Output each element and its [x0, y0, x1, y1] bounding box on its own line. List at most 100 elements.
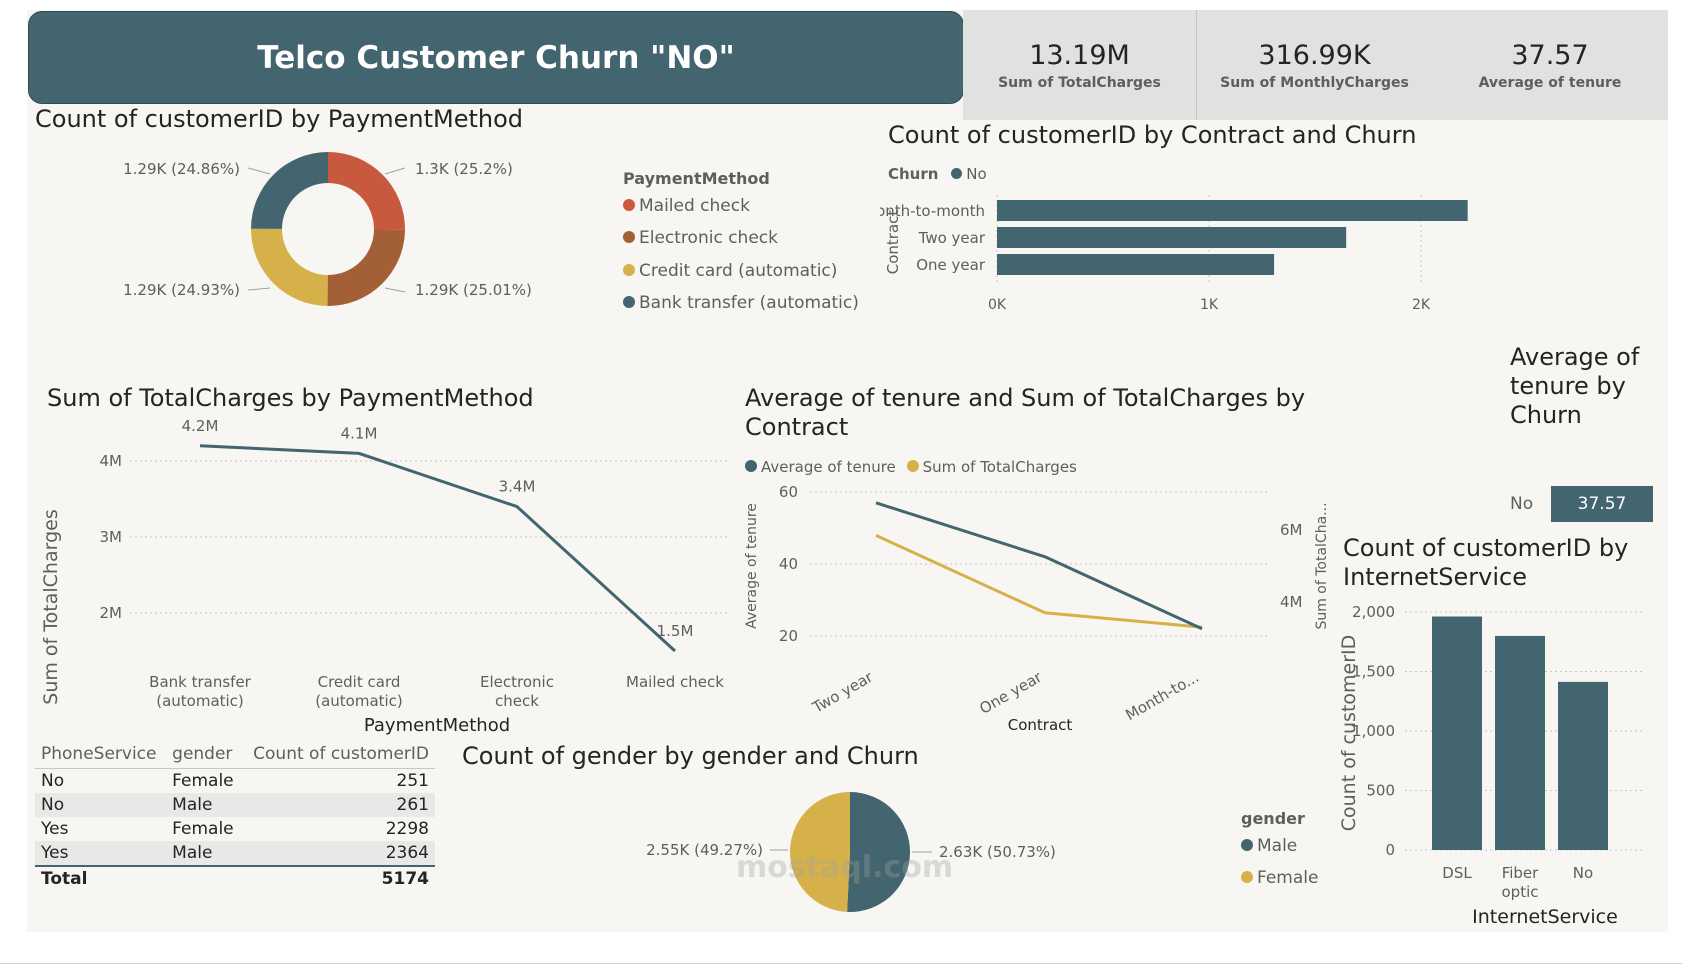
kpi-average-tenure[interactable]: 37.57 Average of tenure	[1432, 10, 1668, 120]
y-tick-label: 40	[779, 555, 798, 573]
phone-gender-table[interactable]: PhoneService gender Count of customerID …	[35, 740, 435, 891]
y-axis-label: Contract	[884, 210, 902, 275]
table-total-row: Total 5174	[35, 865, 435, 891]
data-label: 4.2M	[182, 417, 219, 435]
x-tick-label: Month-to...	[1122, 668, 1202, 724]
tenure-combo-chart[interactable]: 20 40 60 4M 6M Two year One year Month-to... Con…	[740, 480, 1340, 740]
data-label: 1.29K (24.93%)	[123, 281, 240, 299]
kpi-label: Average of tenure	[1478, 75, 1622, 91]
gender-pie-title: Count of gender by gender and Churn	[462, 742, 919, 770]
legend-dot	[623, 231, 635, 243]
y-tick-label: 1,000	[1352, 722, 1395, 740]
column-header[interactable]: gender	[166, 740, 242, 769]
donut-slice	[327, 229, 405, 306]
bottom-divider	[0, 963, 1682, 964]
legend-item-female[interactable]: Female	[1241, 868, 1318, 888]
x-tick-label: 0K	[988, 297, 1007, 313]
column-header[interactable]: Count of customerID	[241, 740, 435, 769]
y-tick-label: Two year	[918, 229, 986, 247]
legend-dot	[623, 264, 635, 276]
table-cell: 251	[396, 771, 429, 791]
legend-label: Male	[1257, 836, 1298, 856]
x-tick-label: Bank transfer	[149, 673, 252, 691]
kpi-value: 316.99K	[1258, 40, 1371, 71]
table-cell: Total	[35, 865, 167, 891]
table-header-row: PhoneService gender Count of customerID	[35, 740, 435, 769]
y-axis-label: Count of customerID	[1338, 635, 1360, 832]
table-cell: 5174	[241, 865, 435, 891]
data-label-leader	[384, 167, 406, 175]
data-label: 4.1M	[341, 424, 378, 442]
pie-slice	[789, 792, 850, 912]
tenure-combo-title: Average of tenure and Sum of TotalCharge…	[745, 384, 1306, 441]
dashboard-title-banner: Telco Customer Churn "NO"	[28, 11, 964, 104]
series-line-totalcharges	[875, 534, 1203, 629]
tenure-card-title: Average of tenure by Churn	[1510, 343, 1640, 429]
data-label-leader	[247, 167, 271, 175]
y2-axis-label: Sum of TotalCha...	[1314, 502, 1330, 629]
payment-donut-title: Count of customerID by PaymentMethod	[35, 105, 524, 133]
table-row[interactable]: Yes Male 2364	[35, 841, 435, 866]
legend-dot	[906, 460, 919, 472]
gender-legend-title: gender	[1241, 809, 1305, 828]
data-label: 1.29K (24.86%)	[123, 160, 240, 178]
x-axis-label: Contract	[1008, 716, 1073, 734]
contract-bar-title: Count of customerID by Contract and Chur…	[888, 121, 1417, 149]
legend-dot	[1241, 839, 1253, 851]
series-line	[199, 444, 677, 653]
dashboard-title: Telco Customer Churn "NO"	[257, 39, 735, 76]
kpi-monthly-charges[interactable]: 316.99K Sum of MonthlyCharges	[1197, 10, 1432, 120]
data-label: 1.3K (25.2%)	[415, 160, 513, 178]
y-axis-label: Average of tenure	[744, 503, 760, 629]
legend-label: Credit card (automatic)	[639, 261, 838, 281]
legend-label: Average of tenure	[761, 458, 896, 476]
payment-donut-chart[interactable]: 1.3K (25.2%) 1.29K (25.01%) 1.29K (24.93%)…	[100, 150, 580, 340]
internet-bar-title: Count of customerID by InternetService	[1343, 534, 1629, 591]
x-tick-label: Electronic	[480, 673, 554, 691]
tenure-combo-legend[interactable]: Average of tenure Sum of TotalCharges	[745, 458, 1077, 476]
y-tick-label: 3M	[100, 528, 123, 546]
table-cell: Female	[172, 771, 234, 791]
totalcharges-line-title: Sum of TotalCharges by PaymentMethod	[47, 384, 534, 412]
x-tick-label: check	[495, 692, 539, 710]
kpi-total-charges[interactable]: 13.19M Sum of TotalCharges	[963, 10, 1196, 120]
x-tick-label: DSL	[1442, 864, 1472, 882]
table-row[interactable]: No Female 251	[35, 769, 435, 794]
y2-tick-label: 6M	[1280, 521, 1303, 539]
legend-dot	[623, 296, 635, 308]
legend-label: Female	[1257, 868, 1319, 888]
bar	[997, 227, 1347, 248]
x-axis-label: InternetService	[1472, 906, 1618, 928]
data-label: 3.4M	[499, 478, 536, 496]
gender-pie-chart[interactable]: 2.63K (50.73%) 2.55K (49.27%)	[600, 780, 1100, 920]
x-tick-label: Mailed check	[626, 673, 724, 691]
legend-item-credit-card[interactable]: Credit card (automatic)	[623, 261, 837, 281]
x-tick-label: (automatic)	[156, 692, 244, 710]
legend-dot	[951, 168, 963, 179]
tenure-card-value-box[interactable]: 37.57	[1551, 486, 1653, 522]
table-cell: No	[41, 771, 65, 791]
contract-bar-chart[interactable]: 0K 1K 2K Month-to-month Two year One year Cont…	[880, 195, 1600, 335]
y-tick-label: 500	[1366, 782, 1395, 800]
y-tick-label: 0	[1385, 841, 1395, 859]
kpi-label: Sum of MonthlyCharges	[1220, 75, 1409, 91]
bar	[997, 200, 1468, 221]
table-cell: Male	[166, 793, 242, 817]
legend-label: Sum of TotalCharges	[922, 458, 1077, 476]
donut-slice	[251, 152, 328, 229]
table-row[interactable]: Yes Female 2298	[35, 817, 435, 841]
table-row[interactable]: No Male 261	[35, 793, 435, 817]
tenure-card-value: 37.57	[1577, 494, 1627, 514]
x-tick-label: 2K	[1412, 297, 1431, 313]
legend-item-electronic-check[interactable]: Electronic check	[623, 228, 778, 248]
x-tick-label: optic	[1502, 883, 1539, 901]
legend-item-male[interactable]: Male	[1241, 836, 1297, 856]
legend-item-mailed-check[interactable]: Mailed check	[623, 196, 750, 216]
legend-item-bank-transfer[interactable]: Bank transfer (automatic)	[623, 293, 859, 313]
y2-tick-label: 4M	[1280, 593, 1303, 611]
column-header[interactable]: PhoneService	[35, 740, 167, 769]
contract-legend[interactable]: Churn No	[888, 165, 987, 183]
x-tick-label: Fiber	[1502, 864, 1539, 882]
